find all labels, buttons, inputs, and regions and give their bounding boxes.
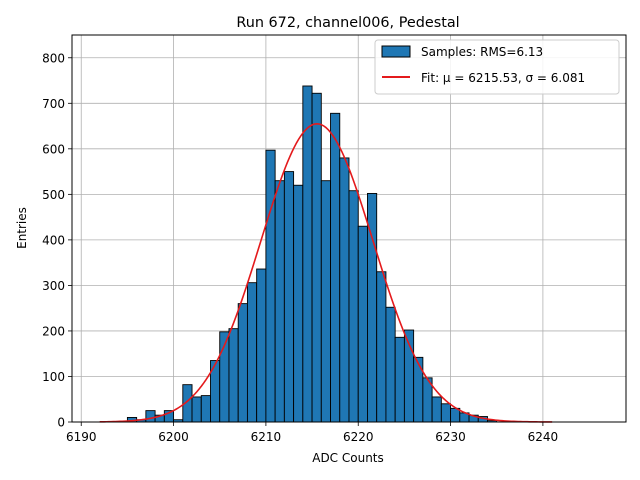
- fit-curve: [99, 122, 553, 423]
- y-tick-label: 600: [42, 142, 65, 156]
- y-tick-label: 300: [42, 279, 65, 293]
- legend: Samples: RMS=6.13 Fit: μ = 6215.53, σ = …: [374, 39, 620, 95]
- x-tick-label: 6230: [435, 430, 466, 444]
- y-tick-label: 0: [57, 416, 65, 430]
- histogram-bar: [200, 395, 211, 423]
- histogram-bar: [413, 356, 424, 423]
- x-tick-label: 6190: [66, 430, 97, 444]
- y-tick-label: 100: [42, 370, 65, 384]
- histogram-bar: [246, 282, 258, 423]
- histogram-bar: [320, 180, 331, 423]
- histogram-bar: [394, 336, 405, 423]
- y-tick-label: 200: [42, 324, 65, 338]
- histogram-bar: [431, 396, 442, 423]
- histogram-bar: [237, 303, 248, 423]
- x-tick-label: 6210: [251, 430, 282, 444]
- x-axis-label: ADC Counts: [312, 451, 384, 465]
- legend-box: [374, 39, 620, 95]
- histogram-bar: [385, 306, 396, 423]
- histogram-bar: [376, 271, 387, 423]
- histogram-bar: [228, 328, 239, 423]
- histogram-bar: [348, 190, 359, 423]
- y-tick-label: 500: [42, 188, 65, 202]
- plot-frame: [71, 34, 627, 423]
- histogram-bar: [440, 403, 452, 423]
- histogram-bar: [265, 149, 276, 423]
- y-tick-label: 400: [42, 233, 65, 247]
- legend-fit-label: Fit: μ = 6215.53, σ = 6.081: [421, 71, 585, 85]
- histogram-bar: [274, 180, 285, 423]
- histogram-bar: [330, 112, 341, 423]
- x-tick-label: 6200: [158, 430, 189, 444]
- histogram-bar: [302, 85, 313, 423]
- x-tick-label: 6240: [528, 430, 559, 444]
- y-axis: 0 100 200 300 400 500 600 700 800: [42, 51, 72, 430]
- histogram-bar: [293, 184, 304, 423]
- fit-curve-group: [99, 122, 553, 423]
- x-tick-label: 6220: [343, 430, 374, 444]
- histogram-bar: [283, 171, 295, 423]
- legend-histogram-label: Samples: RMS=6.13: [421, 45, 543, 59]
- x-axis: 6190 6200 6210 6220 6230 6240: [66, 422, 558, 444]
- histogram-bar: [311, 92, 322, 423]
- histogram-bar: [256, 268, 267, 423]
- histogram-bar: [191, 396, 202, 423]
- histogram-bar: [357, 225, 368, 423]
- chart-title: Run 672, channel006, Pedestal: [236, 15, 459, 31]
- y-axis-label: Entries: [15, 207, 29, 249]
- y-tick-label: 700: [42, 97, 65, 111]
- histogram-bar: [339, 157, 350, 423]
- y-tick-label: 800: [42, 51, 65, 65]
- legend-histogram-swatch: [381, 45, 411, 58]
- histogram-bars: [126, 85, 498, 423]
- histogram-bar: [145, 410, 156, 423]
